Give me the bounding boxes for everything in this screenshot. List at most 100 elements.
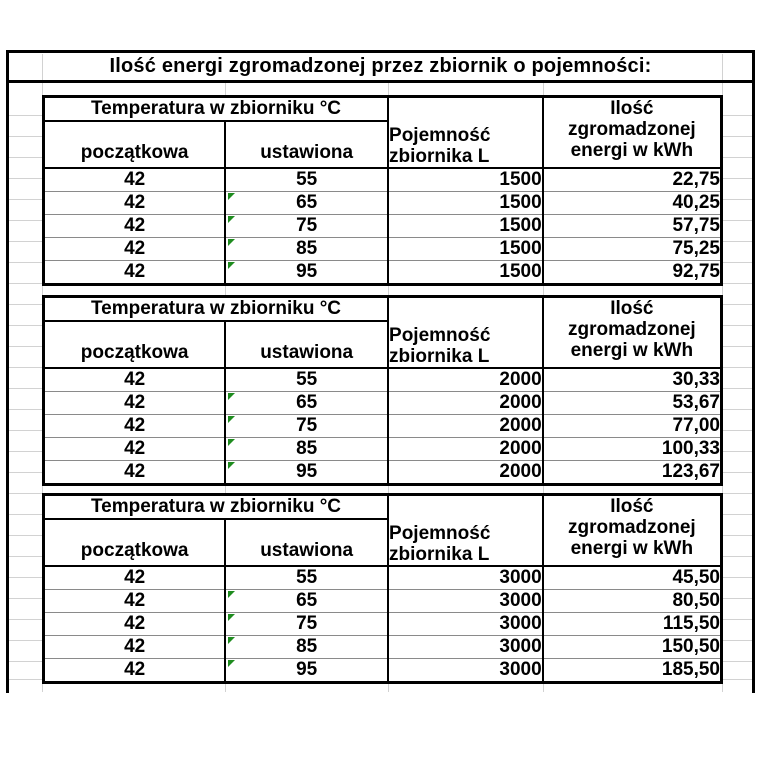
cell-set-temp[interactable]: 65 xyxy=(224,391,389,415)
cell-initial-temp[interactable]: 42 xyxy=(42,167,226,192)
cell-initial-temp[interactable]: 42 xyxy=(42,237,226,261)
cell-energy[interactable]: 30,33 xyxy=(541,367,722,392)
gridline xyxy=(722,54,723,80)
cell-set-temp[interactable]: 85 xyxy=(224,635,389,659)
header-capacity-line2: zbiornika L xyxy=(389,146,490,167)
gridline xyxy=(543,676,544,692)
cell-initial-temp[interactable]: 42 xyxy=(42,565,226,590)
header-energy-column[interactable]: Ilość zgromadzonej energi w kWh xyxy=(541,296,722,368)
header-capacity-column[interactable]: Pojemność zbiornika L xyxy=(387,494,543,566)
cell-capacity[interactable]: 2000 xyxy=(387,391,543,415)
cell-initial-temp[interactable]: 42 xyxy=(42,260,226,285)
cell-initial-temp[interactable]: 42 xyxy=(42,589,226,613)
header-set-temp[interactable]: ustawiona xyxy=(224,518,389,566)
cell-energy[interactable]: 53,67 xyxy=(541,391,722,415)
cell-set-temp[interactable]: 85 xyxy=(224,237,389,261)
cell-energy[interactable]: 40,25 xyxy=(541,191,722,215)
cell-energy[interactable]: 22,75 xyxy=(541,167,722,192)
header-temperature-group[interactable]: Temperatura w zbiorniku °C xyxy=(42,296,389,321)
cell-set-value: 75 xyxy=(296,415,318,437)
cell-capacity[interactable]: 3000 xyxy=(387,589,543,613)
cell-initial-temp[interactable]: 42 xyxy=(42,391,226,415)
table-row: 42 55 2000 30,33 xyxy=(42,367,722,392)
table-row: 42 65 1500 40,25 xyxy=(42,191,722,215)
table-row: 42 85 3000 150,50 xyxy=(42,635,722,659)
cell-energy[interactable]: 77,00 xyxy=(541,414,722,438)
cell-initial-temp[interactable]: 42 xyxy=(42,214,226,238)
cell-initial-temp[interactable]: 42 xyxy=(42,414,226,438)
cell-set-temp[interactable]: 55 xyxy=(224,367,389,392)
cell-set-temp[interactable]: 95 xyxy=(224,658,389,683)
table-row: 42 55 3000 45,50 xyxy=(42,565,722,590)
header-energy-column[interactable]: Ilość zgromadzonej energi w kWh xyxy=(541,494,722,566)
header-capacity-column[interactable]: Pojemność zbiornika L xyxy=(387,296,543,368)
cell-set-temp[interactable]: 95 xyxy=(224,460,389,485)
header-energy-line3: energi w kWh xyxy=(570,140,694,161)
cell-set-temp[interactable]: 75 xyxy=(224,214,389,238)
cell-capacity[interactable]: 1500 xyxy=(387,167,543,192)
table-row: 42 95 1500 92,75 xyxy=(42,260,722,285)
cell-capacity[interactable]: 2000 xyxy=(387,414,543,438)
cell-capacity[interactable]: 2000 xyxy=(387,367,543,392)
cell-capacity[interactable]: 3000 xyxy=(387,565,543,590)
cell-set-temp[interactable]: 85 xyxy=(224,437,389,461)
cell-initial-temp[interactable]: 42 xyxy=(42,658,226,683)
cell-initial-temp[interactable]: 42 xyxy=(42,635,226,659)
cell-set-value: 65 xyxy=(296,590,318,612)
cell-energy[interactable]: 92,75 xyxy=(541,260,722,285)
sheet-title-cell[interactable]: Ilość energi zgromadzonej przez zbiornik… xyxy=(6,50,755,83)
cell-energy[interactable]: 123,67 xyxy=(541,460,722,485)
cell-set-temp[interactable]: 75 xyxy=(224,414,389,438)
formula-warning-icon xyxy=(228,193,236,200)
cell-set-temp[interactable]: 95 xyxy=(224,260,389,285)
header-temperature-group[interactable]: Temperatura w zbiorniku °C xyxy=(42,494,389,519)
cell-capacity[interactable]: 1500 xyxy=(387,237,543,261)
header-initial-temp[interactable]: początkowa xyxy=(42,320,226,368)
cell-energy[interactable]: 45,50 xyxy=(541,565,722,590)
header-temperature-group[interactable]: Temperatura w zbiorniku °C xyxy=(42,96,389,121)
header-initial-temp[interactable]: początkowa xyxy=(42,518,226,566)
table-row: 42 95 2000 123,67 xyxy=(42,460,722,485)
cell-energy[interactable]: 80,50 xyxy=(541,589,722,613)
header-energy-column[interactable]: Ilość zgromadzonej energi w kWh xyxy=(541,96,722,168)
cell-initial-temp[interactable]: 42 xyxy=(42,191,226,215)
header-initial-temp[interactable]: początkowa xyxy=(42,120,226,168)
cell-capacity[interactable]: 2000 xyxy=(387,460,543,485)
gridline xyxy=(543,83,544,95)
cell-capacity[interactable]: 1500 xyxy=(387,191,543,215)
cell-initial-temp[interactable]: 42 xyxy=(42,367,226,392)
cell-initial-temp[interactable]: 42 xyxy=(42,460,226,485)
header-energy-line2: zgromadzonej xyxy=(567,517,696,538)
cell-initial-temp[interactable]: 42 xyxy=(42,437,226,461)
cell-energy[interactable]: 57,75 xyxy=(541,214,722,238)
energy-table-3000l: Temperatura w zbiorniku °C Pojemność zbi… xyxy=(42,493,723,684)
header-capacity-column[interactable]: Pojemność zbiornika L xyxy=(387,96,543,168)
cell-initial-temp[interactable]: 42 xyxy=(42,612,226,636)
cell-capacity[interactable]: 3000 xyxy=(387,612,543,636)
table-row: 42 75 3000 115,50 xyxy=(42,612,722,636)
cell-set-temp[interactable]: 55 xyxy=(224,167,389,192)
cell-capacity[interactable]: 3000 xyxy=(387,635,543,659)
cell-set-temp[interactable]: 65 xyxy=(224,589,389,613)
header-capacity-line1: Pojemność xyxy=(389,325,491,346)
cell-energy[interactable]: 150,50 xyxy=(541,635,722,659)
cell-capacity[interactable]: 1500 xyxy=(387,260,543,285)
cell-capacity[interactable]: 2000 xyxy=(387,437,543,461)
cell-set-temp[interactable]: 65 xyxy=(224,191,389,215)
energy-table-1500l: Temperatura w zbiorniku °C Pojemność zbi… xyxy=(42,95,723,286)
formula-warning-icon xyxy=(228,660,236,667)
header-set-temp[interactable]: ustawiona xyxy=(224,320,389,368)
cell-energy[interactable]: 185,50 xyxy=(541,658,722,683)
cell-capacity[interactable]: 1500 xyxy=(387,214,543,238)
cell-set-temp[interactable]: 75 xyxy=(224,612,389,636)
gridline xyxy=(42,676,43,692)
cell-energy[interactable]: 100,33 xyxy=(541,437,722,461)
cell-capacity[interactable]: 3000 xyxy=(387,658,543,683)
header-set-temp[interactable]: ustawiona xyxy=(224,120,389,168)
formula-warning-icon xyxy=(228,216,236,223)
cell-energy[interactable]: 115,50 xyxy=(541,612,722,636)
formula-warning-icon xyxy=(228,262,236,269)
cell-set-temp[interactable]: 55 xyxy=(224,565,389,590)
table-row: 42 85 2000 100,33 xyxy=(42,437,722,461)
cell-energy[interactable]: 75,25 xyxy=(541,237,722,261)
